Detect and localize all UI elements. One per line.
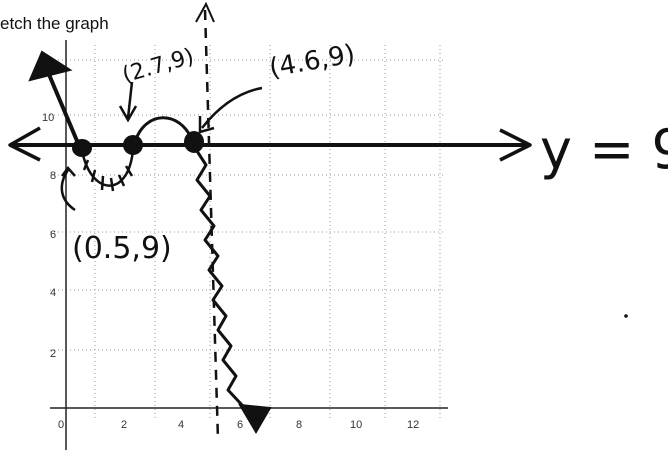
annotation-point-right: (4.6,9) <box>267 39 357 84</box>
instruction-heading: etch the graph <box>0 14 109 33</box>
curve-left-branch <box>43 64 82 149</box>
annotation-asymptote-label: y = 9 <box>540 118 668 181</box>
intersection-points <box>72 131 204 157</box>
curve-right-branch <box>193 147 254 421</box>
callout-arrowhead-left <box>61 166 76 177</box>
right-arrowhead <box>499 128 532 162</box>
x-tick-label: 4 <box>178 419 184 431</box>
x-tick-label: 2 <box>121 419 127 431</box>
callout-arrowhead-mid <box>118 105 138 123</box>
point-4-6 <box>184 131 204 153</box>
curve-dip <box>80 149 135 187</box>
grid <box>50 45 445 420</box>
curve-top-arrowhead <box>28 50 73 82</box>
y-tick-label: 8 <box>50 170 56 182</box>
y-tick-label: 4 <box>50 287 56 299</box>
curve-bottom-arrowhead <box>238 403 272 434</box>
x-tick-label: 10 <box>350 419 362 431</box>
y-tick-label: 10 <box>42 112 54 124</box>
y-tick-label: 6 <box>50 229 56 241</box>
left-arrowhead <box>8 126 41 162</box>
x-tick-label: 6 <box>237 419 243 431</box>
x-tick-label: 8 <box>296 419 302 431</box>
asymptote-arrowhead <box>195 1 215 23</box>
callout-arrow-right <box>201 86 263 129</box>
dip-shading <box>82 159 134 192</box>
callout-arrowhead-right <box>198 116 215 134</box>
point-0-5 <box>72 139 92 157</box>
callout-arrow-left <box>60 169 76 212</box>
point-2-7 <box>123 135 143 155</box>
annotation-point-mid: (2.7,9) <box>120 44 197 88</box>
y-tick-label: 2 <box>50 348 56 360</box>
x-tick-label: 0 <box>58 419 64 431</box>
annotation-point-left: (0.5,9) <box>72 231 172 266</box>
x-tick-label: 12 <box>407 419 419 431</box>
callout-arrow-mid <box>126 81 134 119</box>
curve-hump <box>133 116 194 143</box>
stray-mark <box>624 314 628 318</box>
